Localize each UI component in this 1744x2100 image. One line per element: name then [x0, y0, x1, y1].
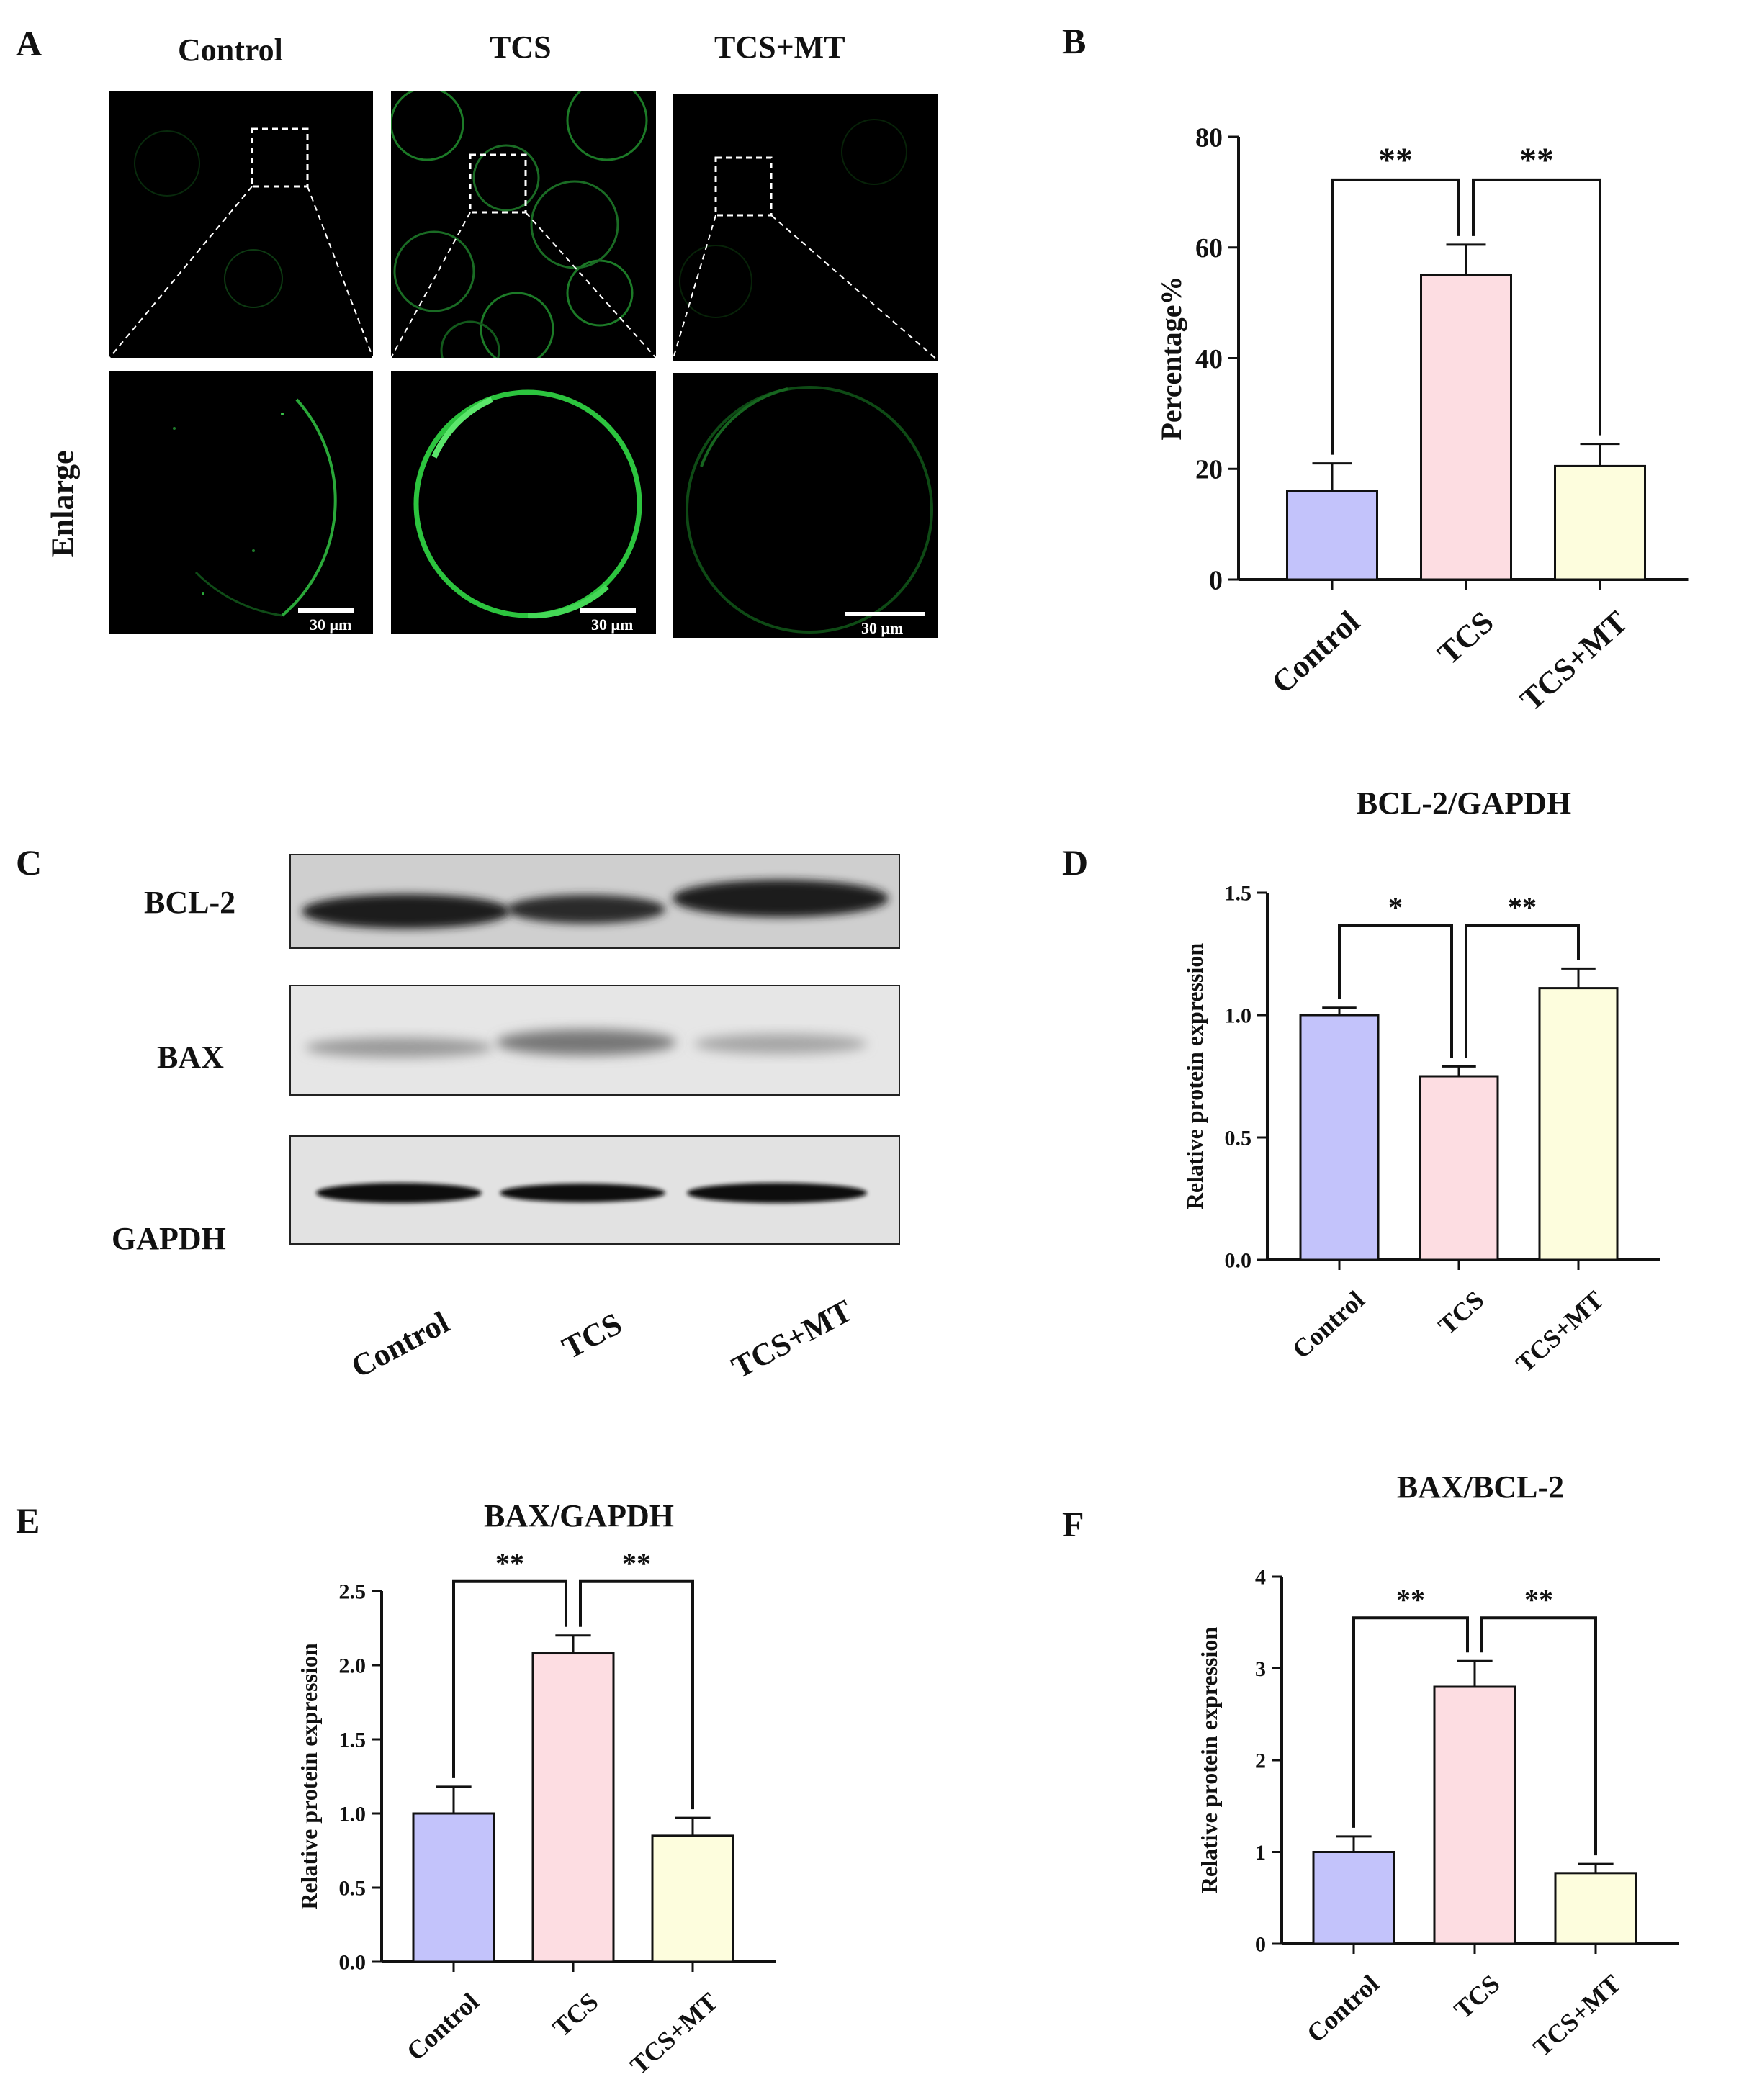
- bar: [1312, 1851, 1395, 1945]
- significance-bracket: [452, 1579, 567, 1778]
- significance-bracket: [1352, 1616, 1469, 1828]
- significance-label: **: [1396, 1583, 1425, 1615]
- y-tick-label: 1.0: [339, 1803, 367, 1826]
- panel-letter-e: E: [16, 1500, 40, 1541]
- significance-label: **: [1519, 141, 1554, 179]
- col-label-tcs-mt: TCS+MT: [714, 30, 845, 65]
- y-tick-label: 1.5: [339, 1729, 367, 1752]
- y-tick-label: 0.0: [1225, 1249, 1252, 1273]
- blot-bcl2: [289, 854, 900, 949]
- chart-title: BCL-2/GAPDH: [1357, 785, 1571, 821]
- y-tick-label: 2: [1255, 1749, 1266, 1773]
- y-tick-label: 2.0: [339, 1654, 367, 1678]
- significance-label: **: [1378, 141, 1413, 179]
- bar: [1538, 987, 1619, 1261]
- chart-title: BAX/GAPDH: [484, 1498, 674, 1533]
- x-tick-label: TCS+MT: [624, 1987, 723, 2080]
- band-label-bcl2: BCL-2: [144, 885, 236, 920]
- panel-letter-d: D: [1062, 842, 1089, 883]
- significance-label: *: [1388, 891, 1403, 923]
- scale-bar-label-control: 30 μm: [310, 616, 352, 634]
- lane-label-tcs: TCS: [556, 1305, 628, 1366]
- y-tick-label: 1.5: [1225, 882, 1252, 906]
- y-axis-label: Relative protein expression: [296, 1643, 322, 1910]
- micrograph-tcs-mt-overview: [673, 94, 938, 361]
- significance-label: **: [495, 1547, 524, 1579]
- bar: [531, 1652, 615, 1963]
- significance-label: **: [1524, 1583, 1553, 1615]
- significance-bracket: [1331, 178, 1460, 455]
- chart-e: BAX/GAPDH 0.0 0.5 1.0 1.5 2.0 2.5 Relative prot…: [296, 1498, 776, 2080]
- lane-label-tcs-mt: TCS+MT: [726, 1292, 858, 1386]
- significance-bracket: [1480, 1616, 1597, 1856]
- blot-bax: [289, 985, 900, 1096]
- micrograph-control-enlarged: 30 μm: [109, 371, 373, 634]
- x-tick-label: Control: [1301, 1969, 1384, 2048]
- bar: [651, 1834, 734, 1963]
- x-tick-label: TCS: [1433, 1285, 1490, 1340]
- y-tick-label: 1.0: [1225, 1004, 1252, 1028]
- band-label-bax: BAX: [157, 1040, 224, 1075]
- chart-title: BAX/BCL-2: [1397, 1469, 1564, 1505]
- x-tick-label: TCS: [547, 1987, 604, 2042]
- x-tick-label: Control: [1287, 1285, 1370, 1364]
- significance-bracket: [1465, 924, 1580, 1058]
- y-tick-label: 0: [1255, 1933, 1266, 1957]
- y-tick-label: 2.5: [339, 1580, 367, 1604]
- y-tick-label: 40: [1195, 344, 1223, 374]
- significance-bracket: [1338, 924, 1453, 1058]
- y-tick-label: 0: [1209, 565, 1223, 595]
- significance-bracket: [579, 1579, 694, 1810]
- chart-b: 0 20 40 60 80 Percentage% Control TCS TCS+MT ** **: [1155, 122, 1689, 718]
- x-tick-label: TCS: [1449, 1969, 1506, 2024]
- bar: [1286, 490, 1378, 581]
- y-tick-label: 80: [1195, 122, 1223, 153]
- y-tick-label: 0.5: [1225, 1127, 1252, 1150]
- col-label-control: Control: [178, 32, 283, 68]
- blot-gapdh: [289, 1135, 900, 1245]
- scale-bar-label-tcs: 30 μm: [591, 616, 634, 634]
- x-tick-label: TCS: [1431, 604, 1500, 672]
- x-tick-label: TCS+MT: [1510, 1285, 1609, 1378]
- y-tick-label: 0.5: [339, 1877, 367, 1901]
- bar: [1433, 1685, 1516, 1945]
- y-tick-label: 4: [1255, 1566, 1266, 1590]
- panel-letter-c: C: [16, 842, 42, 883]
- x-tick-label: Control: [401, 1987, 484, 2066]
- y-axis-label: Relative protein expression: [1182, 943, 1208, 1210]
- x-tick-label: TCS+MT: [1527, 1969, 1626, 2062]
- panel-letter-b: B: [1062, 21, 1087, 61]
- bar: [1419, 1075, 1499, 1261]
- chart-d: BCL-2/GAPDH 0.0 0.5 1.0 1.5 Relative protein …: [1182, 785, 1660, 1378]
- bar: [412, 1812, 495, 1963]
- bar: [1554, 464, 1646, 581]
- chart-f: BAX/BCL-2 0 1 2 3 4 Relative protein expressio…: [1196, 1469, 1679, 2062]
- row-label-enlarge: Enlarge: [45, 450, 81, 558]
- y-tick-label: 3: [1255, 1657, 1266, 1681]
- bar: [1299, 1014, 1380, 1261]
- y-tick-label: 1: [1255, 1841, 1266, 1865]
- bar: [1554, 1872, 1637, 1945]
- micrograph-tcs-mt-enlarged: 30 μm: [673, 373, 938, 638]
- y-tick-label: 60: [1195, 233, 1223, 263]
- panel-letter-a: A: [16, 23, 42, 63]
- panel-letter-f: F: [1062, 1504, 1084, 1544]
- col-label-tcs: TCS: [490, 30, 552, 65]
- x-tick-label: Control: [1264, 604, 1366, 700]
- y-axis-label: Percentage%: [1155, 276, 1187, 440]
- y-tick-label: 20: [1195, 455, 1223, 485]
- y-tick-label: 0.0: [339, 1951, 367, 1975]
- micrograph-control-overview: [109, 91, 373, 358]
- micrograph-tcs-enlarged: 30 μm: [391, 371, 656, 634]
- micrograph-tcs-overview: [391, 91, 656, 358]
- significance-bracket: [1472, 178, 1601, 436]
- scale-bar-label-tcs-mt: 30 μm: [861, 619, 904, 637]
- significance-label: **: [1508, 891, 1537, 923]
- bar: [1420, 274, 1512, 581]
- lane-label-control: Control: [345, 1304, 455, 1385]
- band-label-gapdh: GAPDH: [112, 1221, 226, 1256]
- significance-label: **: [622, 1547, 651, 1579]
- x-tick-label: TCS+MT: [1514, 604, 1635, 718]
- y-axis-label: Relative protein expression: [1196, 1627, 1222, 1894]
